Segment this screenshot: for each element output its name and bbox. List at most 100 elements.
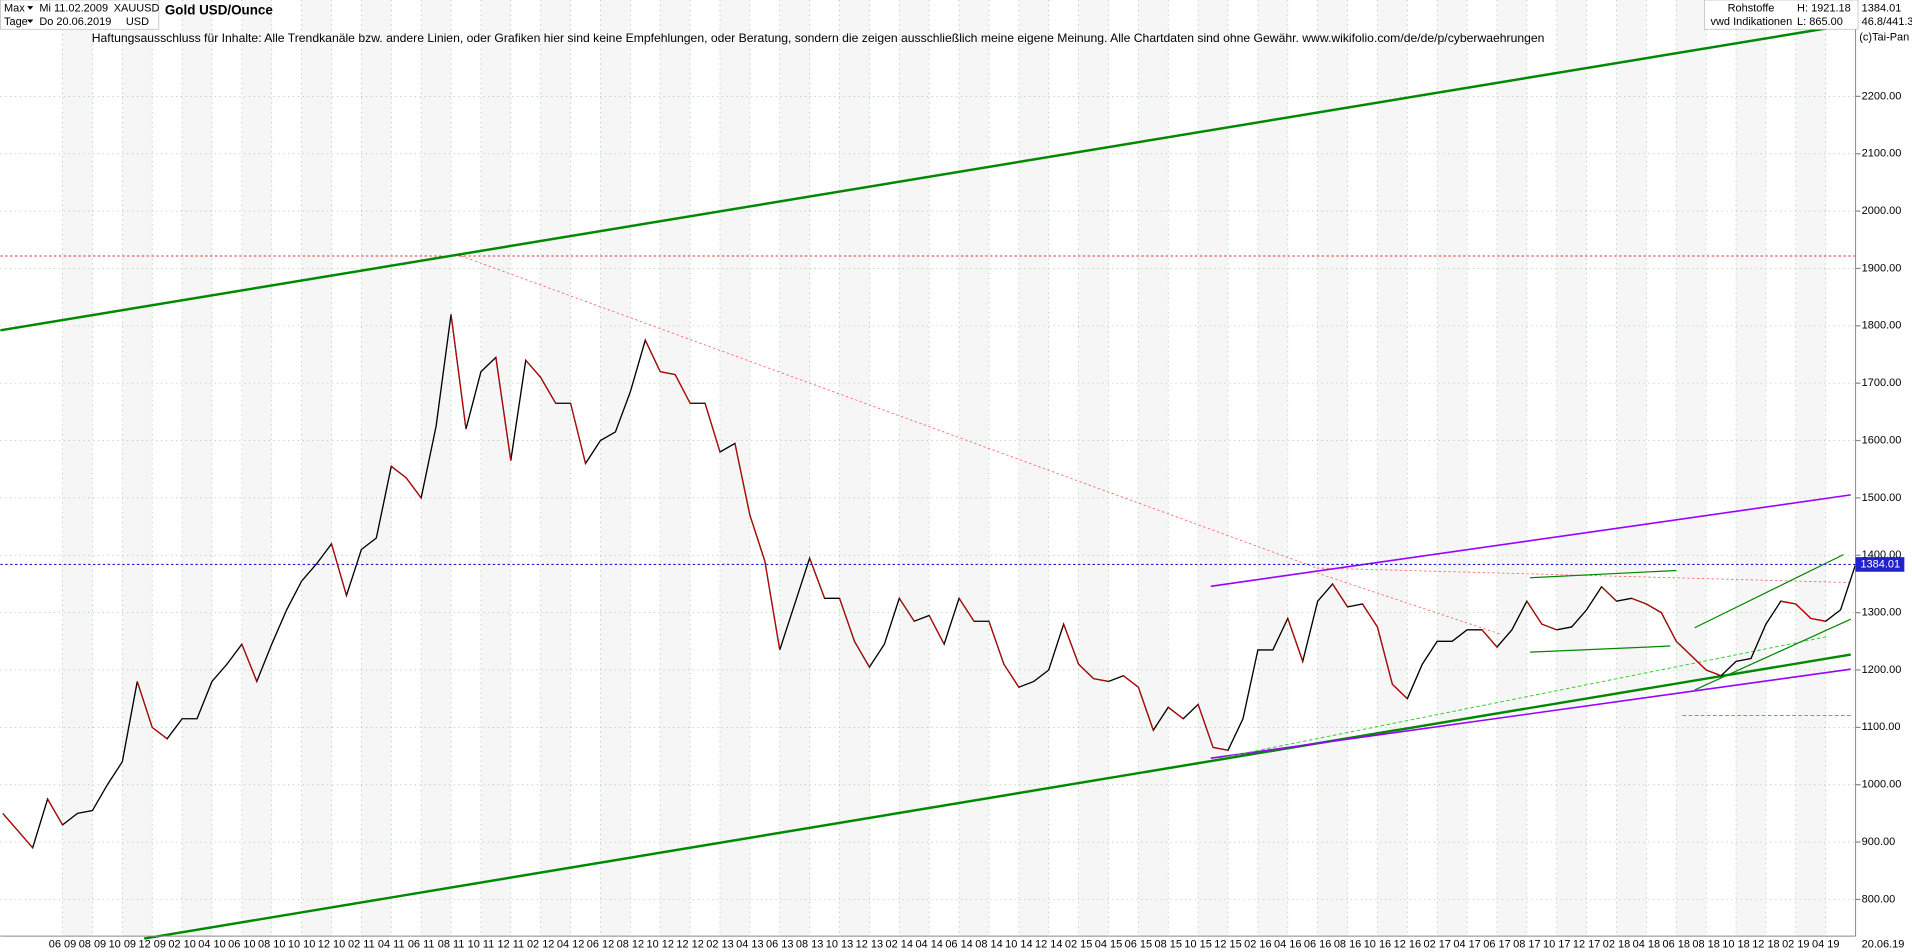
y-tick-label: 1700.00 [1862,377,1902,389]
dropdown-arrow [27,19,34,24]
down-move [674,374,691,404]
y-tick-label: 1800.00 [1862,320,1902,332]
x-tick-label: 10 12 [647,939,674,951]
x-tick-label: 02 12 [527,939,554,951]
down-move [47,798,63,826]
band [1257,0,1288,937]
band [480,0,511,937]
down-move [540,377,557,404]
x-tick-label: 06 17 [1483,939,1510,951]
down-move [1332,583,1348,608]
down-move [704,403,721,453]
y-tick-label: 800.00 [1862,893,1896,905]
band [241,0,272,937]
dropdown-arrow [27,6,34,10]
down-move [644,339,661,372]
down-move [525,359,542,378]
symbol: XAUUSD [114,2,160,14]
x-tick-label: 08 13 [796,939,823,951]
band [1496,0,1527,937]
x-tick-label: 10 11 [468,939,495,951]
x-tick-label: 04 13 [736,939,763,951]
x-tick-label: 02 10 [168,939,195,951]
trend-lines [0,23,1856,940]
x-tick-label: 12 09 [138,939,165,951]
band [1437,0,1468,937]
range[interactable]: Max [4,2,25,14]
purple-upper [1210,494,1851,588]
x-tick-label: 10 16 [1364,939,1391,951]
x-tick-label: 08 12 [617,939,644,951]
down-move [1078,663,1094,679]
x-tick-label: 02 11 [348,939,375,951]
x-tick-label: 02 13 [706,939,733,951]
y-tick-label: 1000.00 [1862,779,1902,791]
down-move [1810,617,1826,622]
trend-line [1694,618,1851,691]
y-tick-label: 1500.00 [1862,492,1902,504]
down-move [1197,704,1214,748]
band [959,0,989,937]
x-tick-label: 02 18 [1603,939,1630,951]
down-move [1093,678,1109,682]
band [1676,0,1707,937]
band [719,0,750,937]
x-tick-label: 08 10 [258,939,285,951]
x-tick-label: 06 16 [1304,939,1331,951]
band [540,0,571,937]
x-tick-label: 02 16 [1244,939,1271,951]
y-tick-label: 1100.00 [1862,721,1901,733]
down-move [1646,603,1662,614]
x-tick-label: 08 11 [438,939,465,951]
x-tick-label: 10 14 [1005,939,1032,951]
high: H: 1921.18 [1797,2,1851,14]
band [421,0,452,937]
bands [62,0,1826,937]
down-move [1690,655,1707,671]
x-tick-label: 08 14 [975,939,1002,951]
x-tick-label: 04 11 [378,939,405,951]
disclaimer: Haftungsausschluss für Inhalte: Alle Tre… [92,31,1545,45]
band [1616,0,1647,937]
down-move [405,477,422,499]
x-tick-label: 08 16 [1334,939,1361,951]
band [1736,0,1766,937]
down-move [1526,600,1543,625]
band [1078,0,1109,937]
x-tick-label: 12 18 [1752,939,1779,951]
low: L: 865.00 [1797,16,1843,28]
x-tick-label: 06 10 [228,939,255,951]
y-tick-label: 900.00 [1862,836,1896,848]
band [839,0,870,937]
band [361,0,392,937]
band [1198,0,1229,937]
group: Rohstoffe [1728,2,1775,14]
down-move [1601,586,1617,602]
down-move [1376,626,1393,685]
price-box [1855,557,1905,572]
last: 1384.01 [1862,2,1902,14]
down-move [1631,597,1647,605]
down-move [1780,600,1796,605]
down-move [749,514,766,562]
down-move [241,643,258,682]
y-tick-label: 1900.00 [1862,262,1902,274]
down-move [495,357,512,461]
band [1795,0,1826,937]
chart-title: Gold USD/Ounce [165,3,273,18]
down-move [1287,618,1304,662]
x-tick-label: 02 15 [1065,939,1092,951]
down-move [734,443,751,516]
plot [0,314,1857,850]
grid [0,0,1856,937]
down-move [1003,663,1020,688]
down-move [1705,669,1722,677]
band [899,0,930,937]
down-move [958,598,975,622]
period[interactable]: Tage [4,16,28,28]
x-tick-label: 04 18 [1633,939,1660,951]
y-tick-label: 2000.00 [1862,205,1902,217]
down-move [1660,612,1677,642]
x-tick-label: 12 17 [1573,939,1600,951]
band [600,0,631,937]
